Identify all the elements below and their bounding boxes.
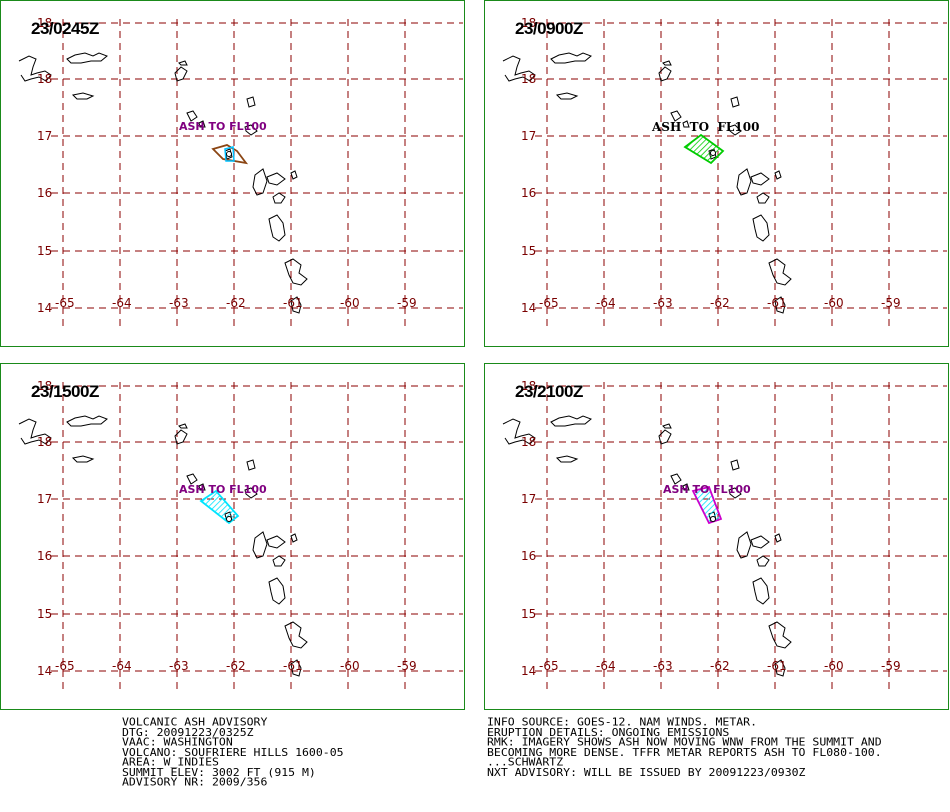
lat-label: 15 [521, 244, 536, 258]
advisory-line: ...SCHWARTZ [487, 755, 564, 769]
advisory-line: VOLCANIC ASH ADVISORY [122, 715, 268, 729]
lon-label: -65 [55, 659, 75, 673]
ash-level-label: ASH TO FL100 [179, 483, 267, 496]
ash-cloud [211, 144, 249, 165]
lon-label: -61 [283, 659, 303, 673]
ash-map: 18 18 17 16 15 14 -65 -64 -63 -62 -61 -60 -59 [502, 379, 947, 694]
advisory-right-text: INFO SOURCE: GOES-12. NAM WINDS. METAR. E… [487, 717, 882, 777]
lat-label: 16 [37, 549, 52, 563]
forecast-panel: 18 18 17 16 15 14 -65 -64 -63 -62 -61 -60 -59 23/2100… [484, 363, 949, 710]
lat-label: 14 [521, 301, 536, 315]
lon-label: -59 [397, 296, 417, 310]
lat-label: 15 [37, 244, 52, 258]
lat-label: 18 [521, 72, 536, 86]
lon-label: -63 [169, 296, 189, 310]
coastline [502, 52, 792, 314]
lat-label: 18 [521, 435, 536, 449]
lon-label: -64 [112, 296, 132, 310]
coastline [502, 415, 792, 677]
lon-label: -62 [226, 296, 246, 310]
lat-label: 17 [37, 129, 52, 143]
advisory-line: VAAC: WASHINGTON [122, 735, 233, 749]
ash-cloud [683, 133, 725, 165]
lat-label: 18 [37, 16, 52, 30]
lon-label: -60 [340, 659, 360, 673]
advisory-line: NXT ADVISORY: WILL BE ISSUED BY 20091223… [487, 764, 806, 779]
lat-label: 18 [37, 379, 52, 393]
lon-label: -64 [596, 659, 616, 673]
lon-label: -62 [226, 659, 246, 673]
lat-label: 16 [37, 186, 52, 200]
coastline [18, 415, 308, 677]
lat-label: 14 [37, 301, 52, 315]
lat-label: 18 [521, 379, 536, 393]
lon-label: -63 [169, 659, 189, 673]
ash-level-label: ASH TO FL100 [663, 483, 751, 496]
forecast-panel: 18 18 17 16 15 14 -65 -64 -63 -62 -61 -60 -59 23/1500… [0, 363, 465, 710]
advisory-line: AREA: W_INDIES [122, 755, 219, 769]
ash-map: 18 18 17 16 15 14 -65 -64 -63 -62 -61 -60 -59 [502, 16, 947, 331]
panel-time-label: 23/2100Z [515, 382, 583, 401]
lat-label: 14 [521, 664, 536, 678]
lon-label: -63 [653, 659, 673, 673]
panel-time-label: 23/1500Z [31, 382, 99, 401]
lon-label: -60 [824, 659, 844, 673]
advisory-line: RMK: IMAGERY SHOWS ASH NOW MOVING WNW FR… [487, 735, 882, 749]
lon-label: -65 [539, 296, 559, 310]
lat-label: 16 [521, 549, 536, 563]
advisory-line: ADVISORY NR: 2009/356 [122, 774, 268, 789]
lat-lon-grid [535, 382, 947, 694]
lon-label: -63 [653, 296, 673, 310]
forecast-panel: 18 18 17 16 15 14 -65 -64 -63 -62 -61 -60 -59 23/0900… [484, 0, 949, 347]
advisory-line: VOLCANO: SOUFRIERE HILLS 1600-05 [122, 745, 344, 759]
advisory-line: ERUPTION DETAILS: ONGOING EMISSIONS [487, 725, 730, 739]
ash-map: 18 18 17 16 15 14 -65 -64 -63 -62 -61 -60 -59 [18, 16, 463, 331]
panel-time-label: 23/0245Z [31, 19, 99, 38]
lon-label: -62 [710, 659, 730, 673]
advisory-line: INFO SOURCE: GOES-12. NAM WINDS. METAR. [487, 715, 758, 729]
advisory-line: SUMMIT ELEV: 3002 FT (915 M) [122, 764, 316, 779]
coastline [18, 52, 308, 314]
advisory-line: DTG: 20091223/0325Z [122, 725, 254, 739]
ash-level-label: ASH TO FL100 [652, 120, 760, 134]
lat-lon-grid [51, 19, 463, 331]
lat-lon-grid [51, 382, 463, 694]
lat-label: 17 [521, 129, 536, 143]
panel-time-label: 23/0900Z [515, 19, 583, 38]
volcano-marker [226, 151, 232, 157]
lon-label: -64 [112, 659, 132, 673]
lat-label: 17 [37, 492, 52, 506]
volcano-marker [710, 516, 716, 522]
lat-label: 18 [521, 16, 536, 30]
volcano-marker [710, 150, 716, 156]
lon-label: -65 [55, 296, 75, 310]
lon-label: -65 [539, 659, 559, 673]
lat-label: 14 [37, 664, 52, 678]
advisory-line: BECOMING MORE DENSE. TFFR METAR REPORTS … [487, 745, 882, 759]
lat-label: 15 [521, 607, 536, 621]
lat-label: 15 [37, 607, 52, 621]
lon-label: -59 [881, 659, 901, 673]
lon-label: -59 [397, 659, 417, 673]
volcano-marker [226, 516, 232, 522]
lat-label: 17 [521, 492, 536, 506]
lon-label: -60 [824, 296, 844, 310]
forecast-panel: 18 18 17 16 15 14 -65 -64 -63 -62 -61 -60 -59 23/0245… [0, 0, 465, 347]
ash-cloud [691, 485, 723, 525]
advisory-left-text: VOLCANIC ASH ADVISORY DTG: 20091223/0325Z… [122, 717, 344, 787]
ash-map: 18 18 17 16 15 14 -65 -64 -63 -62 -61 -60 -59 [18, 379, 463, 694]
lat-label: 16 [521, 186, 536, 200]
lat-label: 18 [37, 435, 52, 449]
lon-label: -59 [881, 296, 901, 310]
ash-cloud [199, 489, 240, 525]
ash-level-label: ASH TO FL100 [179, 120, 267, 133]
lon-label: -61 [283, 296, 303, 310]
lon-label: -64 [596, 296, 616, 310]
lon-label: -62 [710, 296, 730, 310]
lat-lon-grid [535, 19, 947, 331]
lon-label: -60 [340, 296, 360, 310]
lon-label: -61 [767, 296, 787, 310]
lat-label: 18 [37, 72, 52, 86]
lon-label: -61 [767, 659, 787, 673]
